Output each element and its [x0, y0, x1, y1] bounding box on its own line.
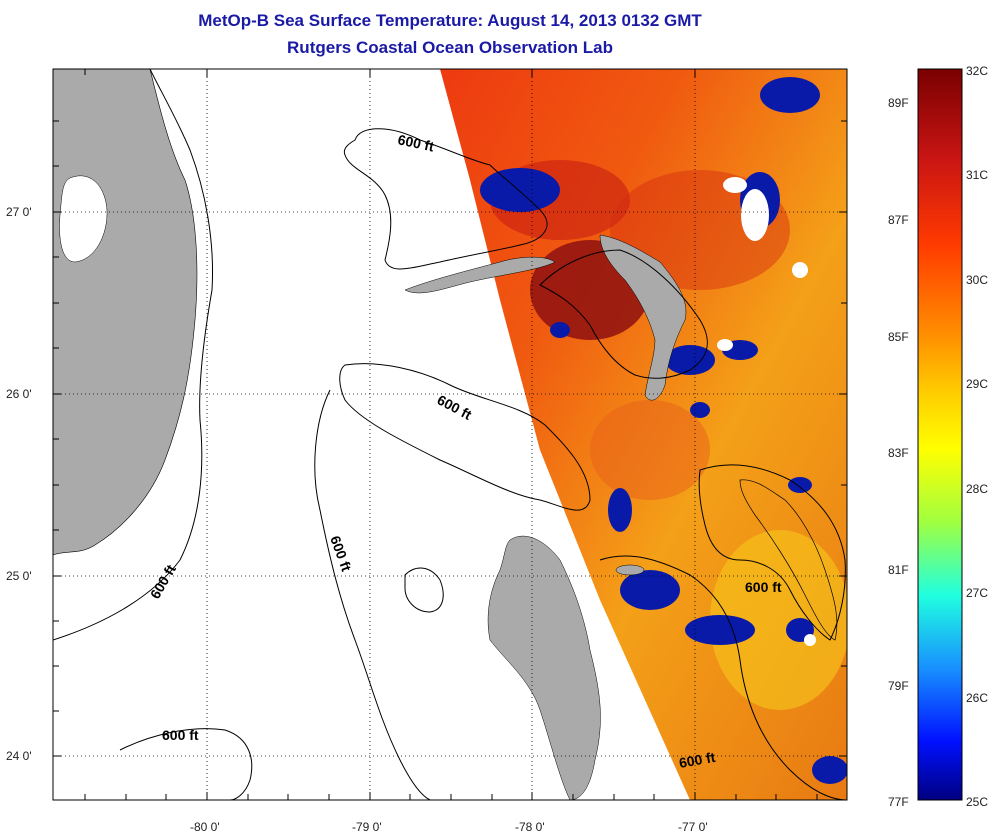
- cb-f-79: 79F: [888, 679, 909, 693]
- contour-label-7: 600 ft: [678, 749, 717, 771]
- new-providence: [615, 564, 645, 576]
- abaco-islands: [599, 234, 687, 401]
- lat-label-26: 26 0': [6, 387, 32, 401]
- cb-f-77: 77F: [888, 795, 909, 809]
- grand-bahama: [404, 256, 556, 294]
- lake-okeechobee: [59, 175, 108, 263]
- lat-label-25: 25 0': [6, 569, 32, 583]
- no-data-holes: [717, 177, 816, 646]
- cb-c-28: 28C: [966, 482, 988, 496]
- cb-c-26: 26C: [966, 691, 988, 705]
- cb-f-89: 89F: [888, 96, 909, 110]
- cb-f-85: 85F: [888, 330, 909, 344]
- lon-label-79: -79 0': [352, 820, 382, 834]
- map-subtitle: Rutgers Coastal Ocean Observation Lab: [287, 38, 613, 57]
- map-title: MetOp-B Sea Surface Temperature: August …: [198, 11, 702, 30]
- cb-f-87: 87F: [888, 213, 909, 227]
- cb-f-81: 81F: [888, 563, 909, 577]
- cb-c-31: 31C: [966, 168, 988, 182]
- contour-label-1: 600 ft: [396, 131, 435, 154]
- axis-ticks: [53, 69, 847, 800]
- cb-f-83: 83F: [888, 446, 909, 460]
- cb-c-32: 32C: [966, 64, 988, 78]
- lat-label-27: 27 0': [6, 205, 32, 219]
- eleuthera-island: [739, 479, 838, 641]
- cloud-patches: [480, 77, 847, 784]
- cb-c-25: 25C: [966, 795, 988, 809]
- contour-label-5: 600 ft: [162, 727, 199, 743]
- lon-label-78: -78 0': [515, 820, 545, 834]
- cb-c-29: 29C: [966, 377, 988, 391]
- colorbar: [917, 68, 963, 801]
- bathymetry-contours: [53, 69, 847, 800]
- lat-label-24: 24 0': [6, 749, 32, 763]
- contour-label-6: 600 ft: [745, 579, 782, 595]
- map-grid: [53, 69, 847, 800]
- lon-label-77: -77 0': [678, 820, 708, 834]
- lon-label-80: -80 0': [190, 820, 220, 834]
- cb-c-30: 30C: [966, 273, 988, 287]
- cb-c-27: 27C: [966, 586, 988, 600]
